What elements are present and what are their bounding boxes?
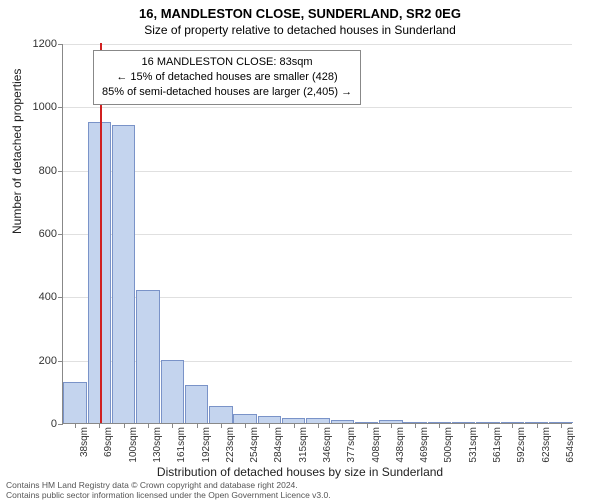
- annotation-line: 16 MANDLESTON CLOSE: 83sqm: [102, 55, 352, 70]
- xtick-mark: [391, 423, 392, 428]
- xtick-mark: [488, 423, 489, 428]
- xtick-label: 100sqm: [128, 427, 139, 463]
- xtick-mark: [269, 423, 270, 428]
- ytick-label: 400: [39, 291, 63, 303]
- y-axis-label: Number of detached properties: [10, 69, 24, 234]
- xtick-mark: [75, 423, 76, 428]
- x-axis-label: Distribution of detached houses by size …: [0, 465, 600, 479]
- xtick-label: 69sqm: [103, 427, 114, 457]
- plot-region: 02004006008001000120038sqm69sqm100sqm130…: [62, 44, 572, 424]
- xtick-label: 469sqm: [419, 427, 430, 463]
- xtick-mark: [464, 423, 465, 428]
- xtick-label: 623sqm: [541, 427, 552, 463]
- gridline: [63, 44, 572, 45]
- ytick-label: 0: [51, 418, 63, 430]
- page-title: 16, MANDLESTON CLOSE, SUNDERLAND, SR2 0E…: [0, 0, 600, 21]
- xtick-label: 531sqm: [468, 427, 479, 463]
- xtick-label: 130sqm: [152, 427, 163, 463]
- bar: [112, 125, 135, 423]
- annotation-line: ← 15% of detached houses are smaller (42…: [102, 70, 352, 85]
- bar: [63, 382, 86, 423]
- xtick-label: 254sqm: [249, 427, 260, 463]
- xtick-label: 592sqm: [516, 427, 527, 463]
- xtick-mark: [439, 423, 440, 428]
- gridline: [63, 171, 572, 172]
- xtick-mark: [148, 423, 149, 428]
- chart-area: 02004006008001000120038sqm69sqm100sqm130…: [62, 44, 572, 424]
- bar: [161, 360, 184, 423]
- xtick-mark: [512, 423, 513, 428]
- xtick-mark: [197, 423, 198, 428]
- xtick-mark: [221, 423, 222, 428]
- xtick-label: 500sqm: [443, 427, 454, 463]
- footer-attribution: Contains HM Land Registry data © Crown c…: [6, 481, 331, 500]
- gridline: [63, 234, 572, 235]
- xtick-mark: [99, 423, 100, 428]
- bar: [209, 406, 232, 423]
- xtick-label: 284sqm: [273, 427, 284, 463]
- xtick-mark: [561, 423, 562, 428]
- ytick-label: 1000: [33, 101, 63, 113]
- gridline: [63, 107, 572, 108]
- xtick-mark: [294, 423, 295, 428]
- xtick-mark: [537, 423, 538, 428]
- xtick-mark: [318, 423, 319, 428]
- xtick-mark: [124, 423, 125, 428]
- xtick-label: 38sqm: [79, 427, 90, 457]
- ytick-label: 600: [39, 228, 63, 240]
- xtick-label: 223sqm: [225, 427, 236, 463]
- xtick-mark: [245, 423, 246, 428]
- xtick-label: 408sqm: [371, 427, 382, 463]
- xtick-label: 315sqm: [298, 427, 309, 463]
- page-subtitle: Size of property relative to detached ho…: [0, 21, 600, 37]
- footer-line2: Contains public sector information licen…: [6, 491, 331, 500]
- bar: [233, 414, 256, 424]
- xtick-mark: [172, 423, 173, 428]
- xtick-mark: [342, 423, 343, 428]
- xtick-label: 654sqm: [565, 427, 576, 463]
- xtick-label: 438sqm: [395, 427, 406, 463]
- xtick-label: 346sqm: [322, 427, 333, 463]
- bar: [185, 385, 208, 423]
- bar: [258, 416, 281, 423]
- bar: [136, 290, 159, 423]
- ytick-label: 1200: [33, 38, 63, 50]
- annotation-box: 16 MANDLESTON CLOSE: 83sqm← 15% of detac…: [93, 50, 361, 105]
- annotation-line: 85% of semi-detached houses are larger (…: [102, 85, 352, 100]
- xtick-label: 561sqm: [492, 427, 503, 463]
- ytick-label: 800: [39, 165, 63, 177]
- xtick-label: 161sqm: [176, 427, 187, 463]
- ytick-label: 200: [39, 355, 63, 367]
- xtick-mark: [367, 423, 368, 428]
- xtick-mark: [415, 423, 416, 428]
- xtick-label: 377sqm: [346, 427, 357, 463]
- xtick-label: 192sqm: [201, 427, 212, 463]
